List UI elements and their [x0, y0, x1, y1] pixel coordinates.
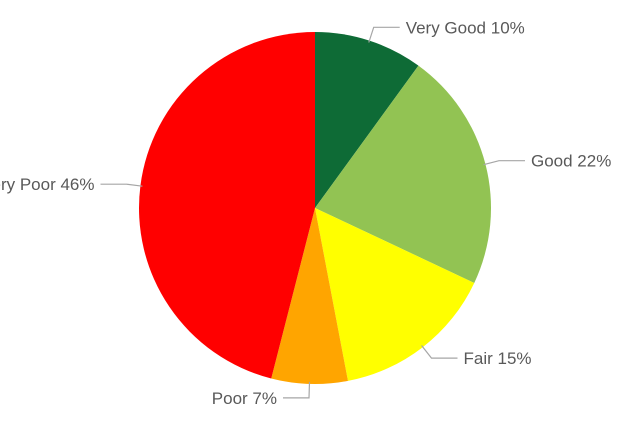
data-label-poor: Poor 7%	[212, 389, 277, 408]
pie-slice-fair	[315, 208, 475, 381]
data-label-good: Good 22%	[531, 152, 611, 171]
pie-slice-very-poor	[139, 32, 315, 379]
data-label-very-poor: Very Poor 46%	[0, 175, 95, 194]
pie-slices	[139, 32, 492, 384]
leader-line-fair	[421, 345, 458, 359]
pie-slice-very-good	[315, 32, 419, 208]
pie-slice-good	[315, 65, 492, 283]
data-labels: Very Good 10% Good 22% Fair 15% Poor 7% Very…	[0, 18, 611, 408]
leader-line-very-poor	[100, 183, 143, 187]
data-label-very-good: Very Good 10%	[406, 18, 525, 37]
data-label-fair: Fair 15%	[464, 349, 532, 368]
leader-lines	[100, 26, 525, 399]
pie-slice-poor	[271, 208, 348, 384]
leader-line-very-good	[368, 26, 400, 43]
leader-line-good	[483, 160, 525, 166]
leader-line-poor	[283, 381, 311, 399]
